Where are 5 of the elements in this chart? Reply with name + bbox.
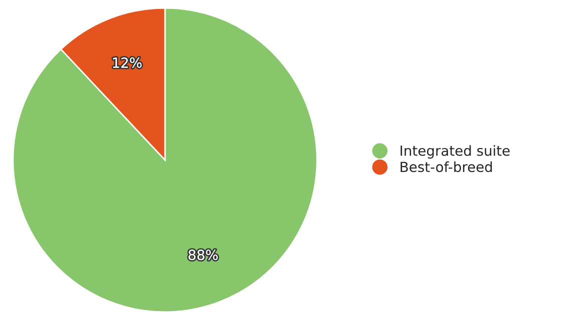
legend-label: Best-of-breed (400, 161, 492, 172)
legend-label: Integrated suite (400, 145, 510, 159)
pie-slice (12, 7, 318, 313)
data-label: 88% (188, 250, 218, 260)
data-label: 12% (113, 57, 142, 68)
